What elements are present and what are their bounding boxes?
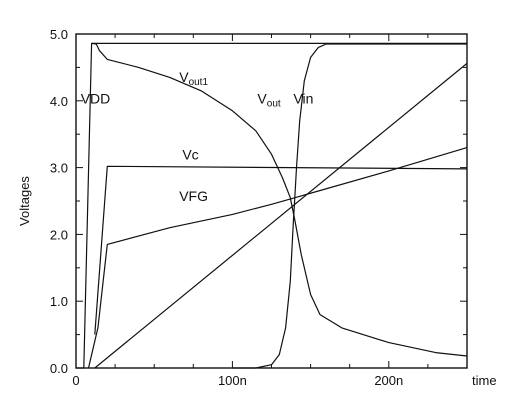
series-line-vout1 <box>91 42 468 357</box>
series-label-vout: Vout <box>257 90 280 109</box>
plot-frame <box>75 33 468 369</box>
x-tick-label: 100n <box>218 373 247 388</box>
y-tick-label: 5.0 <box>50 27 68 42</box>
series-lines <box>76 42 468 369</box>
series-line-vin <box>94 62 468 369</box>
y-tick-label: 3.0 <box>50 161 68 176</box>
y-tick-label: 2.0 <box>50 227 68 242</box>
y-axis-label: Voltages <box>17 176 32 226</box>
series-line-vc <box>94 165 468 335</box>
y-tick-label: 1.0 <box>50 294 68 309</box>
series-line-vfg <box>87 147 468 369</box>
x-tick-label: 0 <box>72 373 79 388</box>
series-labels: VDD Vin Vc VFG Vout1 Vout <box>81 69 314 204</box>
series-label-vdd: VDD <box>81 90 111 106</box>
series-line-vout <box>232 43 467 369</box>
y-tick-label: 4.0 <box>50 94 68 109</box>
series-label-vin: Vin <box>293 90 313 106</box>
series-line-vdd <box>76 42 467 369</box>
series-label-vfg: VFG <box>179 188 208 204</box>
axis-ticks <box>75 33 468 369</box>
x-tick-label: 200n <box>374 373 403 388</box>
x-axis-label: time <box>472 373 497 388</box>
series-label-vout1: Vout1 <box>179 69 208 88</box>
axis-tick-labels: 0.0 1.0 2.0 3.0 4.0 5.0 0 100n 200n <box>50 27 403 388</box>
series-label-vc: Vc <box>182 147 198 163</box>
y-tick-label: 0.0 <box>50 361 68 376</box>
